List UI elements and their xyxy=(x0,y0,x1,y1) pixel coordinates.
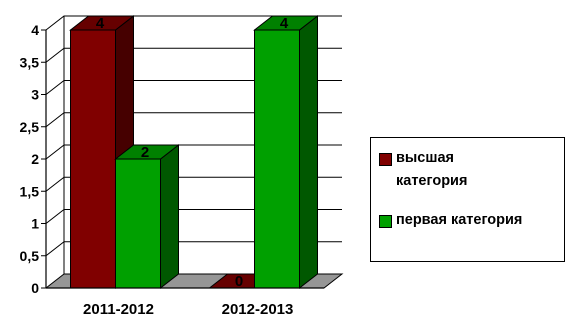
data-labels: 4 2 0 4 xyxy=(96,15,289,290)
legend: высшая категория первая категория xyxy=(370,137,565,262)
y-tick-label: 3 xyxy=(31,87,39,103)
gridlines xyxy=(45,15,342,274)
bars xyxy=(69,14,319,290)
y-tick-label: 1 xyxy=(31,216,39,232)
y-tick-label: 2,5 xyxy=(20,119,40,135)
x-category-label: 2012-2013 xyxy=(222,301,294,318)
y-tick-label: 1,5 xyxy=(20,183,40,199)
legend-label-series-2: первая категория xyxy=(396,212,523,228)
y-tick-label: 3,5 xyxy=(20,54,40,70)
y-tick-label: 4 xyxy=(31,22,39,38)
y-tick-label: 0,5 xyxy=(20,248,40,264)
legend-swatch-series-1 xyxy=(379,153,392,166)
x-category-label: 2011-2012 xyxy=(83,301,154,318)
bar-2-1 xyxy=(114,143,180,290)
data-label: 4 xyxy=(280,15,289,32)
data-label: 2 xyxy=(141,144,149,161)
legend-item-series-2: первая категория xyxy=(379,212,522,232)
bar-2-2 xyxy=(253,14,319,290)
y-axis: 0 0,5 1 1,5 2 2,5 3 3,5 4 2011-2012 2012-2013 xyxy=(20,22,324,318)
data-label: 0 xyxy=(235,273,243,290)
y-tick-label: 0 xyxy=(31,280,39,296)
legend-label-series-1: высшая категория xyxy=(396,150,468,189)
legend-swatch-series-2 xyxy=(379,215,392,228)
legend-item-series-1: высшая категория xyxy=(379,150,516,193)
data-label: 4 xyxy=(96,15,105,32)
y-tick-label: 2 xyxy=(31,151,39,167)
